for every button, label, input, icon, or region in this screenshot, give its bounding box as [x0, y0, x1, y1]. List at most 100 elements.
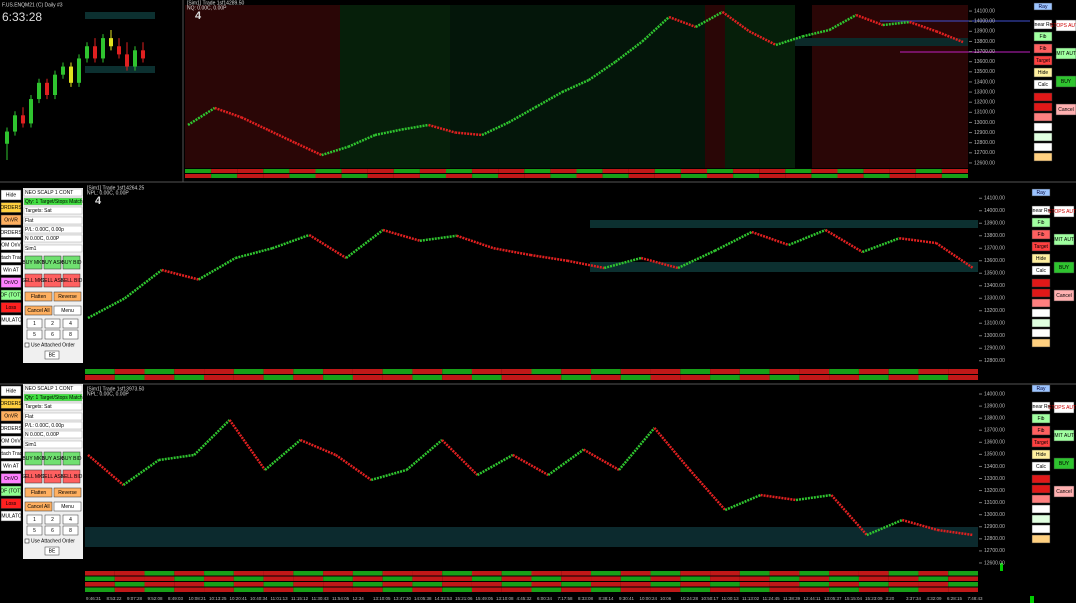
order-button[interactable] — [43, 273, 62, 288]
tool-button[interactable] — [1033, 43, 1053, 54]
field[interactable] — [23, 421, 83, 430]
order-button[interactable] — [24, 451, 43, 466]
tool-button[interactable] — [1055, 75, 1076, 88]
side-button[interactable] — [0, 264, 22, 276]
order-button[interactable] — [43, 255, 62, 270]
side-button[interactable] — [0, 239, 22, 251]
order-button[interactable] — [53, 487, 82, 498]
checkbox[interactable] — [24, 538, 30, 544]
tool-button[interactable] — [1031, 425, 1051, 436]
checkbox[interactable] — [24, 342, 30, 348]
qty-button[interactable] — [62, 514, 79, 525]
tool-button[interactable] — [1033, 19, 1053, 30]
field[interactable] — [23, 440, 83, 449]
side-button[interactable] — [0, 498, 22, 509]
side-button[interactable] — [0, 289, 22, 301]
qty-button[interactable] — [26, 514, 43, 525]
order-button[interactable] — [62, 469, 81, 484]
tool-button[interactable] — [1053, 289, 1075, 302]
order-button[interactable] — [24, 469, 43, 484]
side-button[interactable] — [0, 423, 22, 434]
tool-button[interactable] — [1053, 205, 1075, 218]
order-button[interactable] — [24, 273, 43, 288]
order-button[interactable] — [24, 255, 43, 270]
tool-button[interactable] — [1055, 19, 1076, 32]
qty-button[interactable] — [44, 318, 61, 329]
order-button[interactable] — [43, 451, 62, 466]
tool-button[interactable] — [1031, 413, 1051, 424]
tool-button[interactable] — [1031, 241, 1051, 252]
order-button[interactable] — [24, 305, 53, 316]
tool-button[interactable] — [1031, 253, 1051, 264]
qty-button[interactable] — [62, 525, 79, 536]
order-button[interactable] — [62, 273, 81, 288]
tool-button[interactable] — [1053, 457, 1075, 470]
tool-button[interactable] — [1031, 205, 1051, 216]
side-button[interactable] — [0, 314, 22, 326]
side-button[interactable] — [0, 435, 22, 447]
tool-button[interactable] — [1053, 429, 1075, 442]
side-button[interactable] — [0, 460, 22, 472]
qty-button[interactable] — [26, 525, 43, 536]
tool-button[interactable] — [1053, 261, 1075, 274]
tool-button[interactable] — [1031, 217, 1051, 228]
order-button[interactable] — [53, 501, 82, 512]
side-button[interactable] — [0, 227, 22, 238]
side-button[interactable] — [0, 277, 22, 288]
side-button[interactable] — [0, 410, 22, 422]
qty-button[interactable] — [44, 514, 61, 525]
tool-button[interactable] — [1033, 67, 1053, 78]
tool-button[interactable] — [1033, 31, 1053, 42]
tool-button[interactable] — [1031, 384, 1051, 393]
tool-button[interactable] — [1031, 229, 1051, 240]
side-button[interactable] — [0, 385, 22, 397]
tool-button[interactable] — [1033, 2, 1053, 11]
field[interactable] — [23, 197, 83, 206]
side-button[interactable] — [0, 189, 22, 201]
tool-button[interactable] — [1031, 461, 1051, 472]
side-button[interactable] — [0, 214, 22, 226]
side-button[interactable] — [0, 302, 22, 313]
field[interactable] — [23, 216, 83, 225]
qty-button[interactable] — [62, 329, 79, 340]
tool-button[interactable] — [1033, 79, 1053, 90]
tool-button[interactable] — [1053, 233, 1075, 246]
tool-button[interactable] — [1055, 103, 1076, 116]
order-button[interactable] — [44, 546, 60, 556]
tool-button[interactable] — [1055, 47, 1076, 60]
side-button[interactable] — [0, 398, 22, 409]
qty-button[interactable] — [44, 525, 61, 536]
side-button[interactable] — [0, 448, 22, 459]
field[interactable] — [23, 412, 83, 421]
side-button[interactable] — [0, 252, 22, 263]
side-button[interactable] — [0, 473, 22, 484]
field[interactable] — [23, 188, 83, 197]
side-button[interactable] — [0, 485, 22, 497]
tool-button[interactable] — [1053, 485, 1075, 498]
tool-button[interactable] — [1053, 401, 1075, 414]
field[interactable] — [23, 206, 83, 215]
field[interactable] — [23, 234, 83, 243]
field[interactable] — [23, 402, 83, 411]
side-button[interactable] — [0, 202, 22, 213]
qty-button[interactable] — [44, 329, 61, 340]
field[interactable] — [23, 393, 83, 402]
order-button[interactable] — [53, 305, 82, 316]
order-button[interactable] — [24, 501, 53, 512]
order-button[interactable] — [44, 350, 60, 360]
order-button[interactable] — [53, 291, 82, 302]
tool-button[interactable] — [1033, 55, 1053, 66]
order-button[interactable] — [43, 469, 62, 484]
qty-button[interactable] — [62, 318, 79, 329]
field[interactable] — [23, 384, 83, 393]
qty-button[interactable] — [26, 329, 43, 340]
field[interactable] — [23, 430, 83, 439]
field[interactable] — [23, 225, 83, 234]
side-button[interactable] — [0, 510, 22, 522]
tool-button[interactable] — [1031, 401, 1051, 412]
tool-button[interactable] — [1031, 449, 1051, 460]
order-button[interactable] — [24, 291, 53, 302]
qty-button[interactable] — [26, 318, 43, 329]
tool-button[interactable] — [1031, 188, 1051, 197]
order-button[interactable] — [62, 255, 81, 270]
